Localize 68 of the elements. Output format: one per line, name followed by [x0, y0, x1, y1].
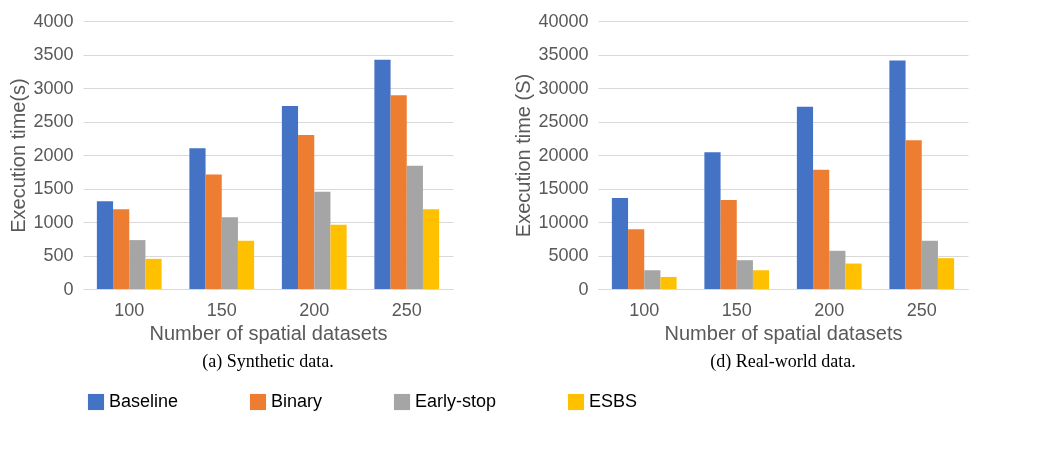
y-tick-label: 25000: [538, 111, 589, 131]
bar: [921, 240, 938, 289]
bar: [113, 209, 130, 289]
bar: [390, 95, 407, 289]
bar: [889, 60, 906, 289]
bar: [796, 106, 814, 289]
bar: [937, 258, 955, 289]
bar: [704, 152, 721, 289]
y-tick-label: 3500: [33, 44, 74, 64]
text: (d) Real-world data.: [710, 351, 856, 372]
y-tick-label: 0: [63, 278, 74, 299]
bar: [720, 199, 737, 289]
x-axis-title: Number of spatial datasets: [664, 321, 903, 344]
bar: [905, 140, 922, 289]
bar: [96, 201, 114, 289]
y-tick-label: 4000: [33, 10, 74, 31]
bar: [736, 260, 753, 289]
bar: [129, 240, 146, 289]
bar: [237, 240, 255, 289]
y-axis-title: Execution time(s): [7, 78, 30, 233]
bar: [813, 169, 830, 289]
bar: [330, 224, 347, 289]
y-tick-label: 20000: [538, 144, 589, 165]
y-tick-label: 10000: [538, 211, 589, 232]
bar: [845, 263, 862, 289]
y-axis-title: Execution time (S): [512, 73, 535, 238]
bar: [281, 106, 299, 289]
y-tick-label: 500: [43, 245, 74, 265]
bar: [189, 148, 206, 289]
bar: [752, 270, 770, 289]
bar: [611, 197, 629, 289]
x-axis-title: Number of spatial datasets: [149, 321, 388, 344]
y-tick-label: 40000: [538, 10, 589, 31]
legend-label: Baseline: [109, 391, 179, 411]
bar: [298, 134, 315, 289]
bar: [406, 165, 423, 289]
text: (a) Synthetic data.: [202, 351, 334, 372]
bar: [221, 217, 238, 289]
x-tick-label: 150: [721, 299, 752, 320]
x-tick-label: 250: [906, 299, 937, 320]
y-tick-label: 2000: [33, 144, 74, 165]
bar: [829, 250, 846, 289]
x-tick-label: 100: [629, 299, 660, 320]
y-tick-label: 1500: [33, 178, 74, 198]
bar: [644, 270, 661, 289]
x-tick-label: 150: [206, 299, 237, 320]
bar: [374, 59, 391, 289]
bar: [422, 209, 440, 289]
bar: [628, 229, 645, 289]
y-tick-label: 1000: [33, 211, 74, 232]
y-tick-label: 3000: [33, 77, 74, 98]
legend-label: ESBS: [589, 391, 638, 411]
bar: [660, 276, 677, 289]
y-tick-label: 5000: [548, 245, 589, 265]
x-tick-label: 100: [114, 299, 145, 320]
y-tick-label: 30000: [538, 77, 589, 98]
bar: [314, 191, 331, 289]
bar: [145, 258, 162, 289]
y-tick-label: 15000: [538, 178, 589, 198]
y-tick-label: 2500: [33, 111, 74, 131]
legend-label: Early-stop: [415, 391, 497, 411]
y-tick-label: 0: [578, 278, 589, 299]
bar: [205, 174, 222, 289]
x-tick-label: 200: [299, 299, 330, 320]
x-tick-label: 250: [391, 299, 422, 320]
y-tick-label: 35000: [538, 44, 589, 64]
x-tick-label: 200: [814, 299, 845, 320]
legend-label: Binary: [271, 391, 323, 411]
